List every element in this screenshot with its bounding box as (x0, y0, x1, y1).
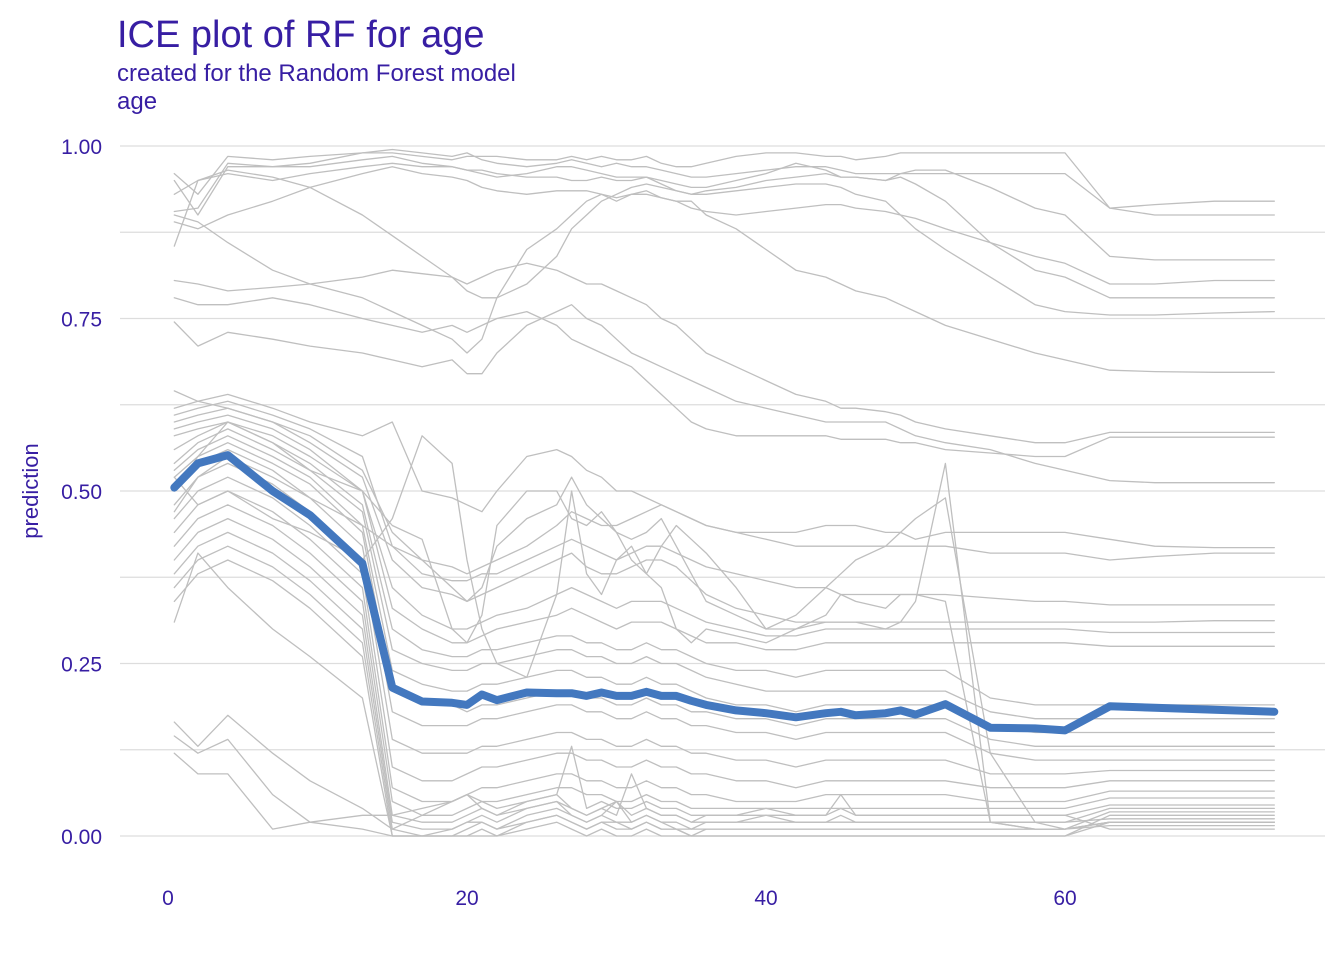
chart-subtitle: created for the Random Forest model (117, 60, 516, 87)
ice-line (173, 262, 1275, 444)
y-tick-label: 0.50 (61, 481, 102, 504)
ice-line (173, 428, 1275, 720)
y-tick-label: 0.00 (61, 826, 102, 849)
y-axis-label: prediction (18, 443, 43, 538)
ice-line (173, 545, 1275, 837)
y-axis-ticks: 0.00 0.25 0.50 0.75 1.00 (61, 136, 102, 849)
ice-line (173, 152, 1275, 216)
grid-lines (120, 145, 1325, 837)
x-axis-ticks: 0 20 40 60 (162, 887, 1077, 910)
facet-label: age (117, 88, 158, 115)
ice-line (173, 476, 1275, 789)
x-tick-label: 40 (754, 887, 777, 910)
ice-line (173, 462, 1275, 775)
y-tick-label: 1.00 (61, 136, 102, 159)
ice-line (173, 752, 1275, 830)
ice-line (173, 297, 1275, 458)
y-tick-label: 0.25 (61, 654, 102, 677)
ice-line (173, 421, 1275, 651)
x-tick-label: 0 (162, 887, 174, 910)
ice-line (173, 421, 1275, 706)
ice-line (173, 490, 1275, 803)
ice-line (173, 714, 1275, 830)
ice-line (173, 455, 1275, 830)
ice-line (173, 155, 1275, 261)
ice-line (173, 435, 1275, 830)
ice-line (173, 517, 1275, 823)
ice-line (173, 162, 1275, 285)
series-lines (170, 148, 1279, 837)
ice-line (173, 169, 1275, 316)
ice-line (173, 304, 1275, 484)
ice-line (173, 407, 1275, 623)
ice-line (173, 148, 1275, 209)
ice-line (173, 735, 1275, 837)
ice-line (173, 448, 1275, 761)
chart-title: ICE plot of RF for age (117, 14, 485, 56)
ice-line (173, 504, 1275, 816)
average-line (170, 451, 1279, 735)
ice-line (173, 190, 1275, 373)
y-tick-label: 0.75 (61, 309, 102, 332)
ice-line (173, 414, 1275, 637)
ice-line (173, 393, 1275, 561)
x-tick-label: 20 (455, 887, 478, 910)
ice-line (173, 559, 1275, 837)
ice-line (173, 552, 1275, 837)
x-tick-label: 60 (1053, 887, 1076, 910)
ice-line (173, 421, 1275, 830)
